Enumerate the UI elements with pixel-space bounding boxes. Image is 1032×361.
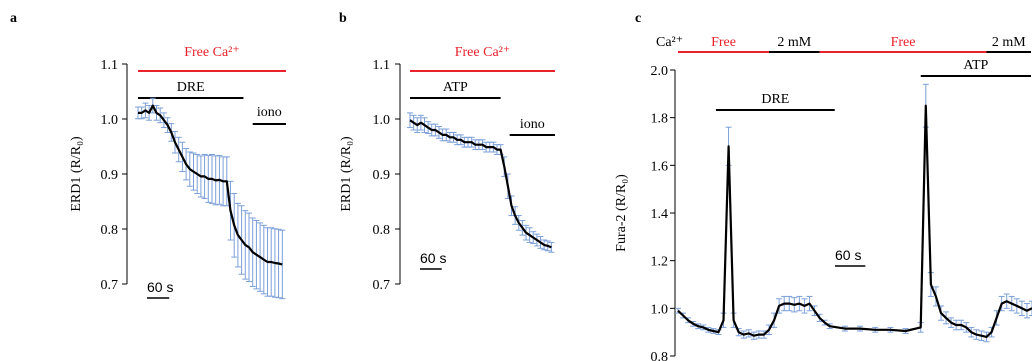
y-tick-label: 0.8 [373, 223, 391, 238]
y-tick-label: 1.4 [651, 207, 669, 222]
data-points [409, 120, 552, 248]
condition-label: DRE [761, 92, 789, 107]
y-tick-label: 0.7 [101, 278, 119, 293]
condition-label: Free Ca²⁺ [184, 45, 240, 60]
condition-label: Free [891, 35, 916, 50]
data-points [677, 105, 1032, 337]
error-bars [135, 97, 286, 300]
y-tick-label: 2.0 [651, 64, 669, 79]
panel-letter: a [10, 11, 17, 26]
y-tick-label: 1.0 [101, 113, 119, 128]
ca-label: Ca²⁺ [656, 35, 683, 50]
panel-letter: c [635, 11, 641, 26]
data-points [137, 105, 283, 265]
y-tick-label: 1.1 [373, 58, 391, 73]
y-tick-label: 0.8 [101, 223, 119, 238]
error-bars [407, 112, 555, 253]
y-tick-label: 1.0 [373, 113, 391, 128]
condition-label: DRE [177, 80, 205, 95]
series-line [677, 104, 1032, 338]
condition-label: 2 mM [777, 35, 811, 50]
condition-label: ATP [443, 80, 468, 95]
condition-label: Free Ca²⁺ [455, 45, 511, 60]
y-axis-label: ERD1 (R/R₀) [69, 136, 84, 212]
panel-c: c 0.8 1.0 1.2 1.4 1.6 1.8 2.0 Fura-2 (R/R₀) Free 2… [614, 11, 1032, 361]
y-tick-label: 1.8 [651, 112, 669, 127]
scale-bar-label: 60 s [147, 279, 173, 295]
condition-label: Free [711, 35, 736, 50]
series-line [409, 119, 552, 249]
y-tick-label: 0.7 [373, 278, 391, 293]
y-axis-label: ERD1 (R/R₀) [339, 136, 354, 212]
scale-bar-label: 60 s [835, 247, 861, 263]
panel-a: a 0.7 0.8 0.9 1.0 1.1 ERD1 (R/R₀) Free Ca²⁺ DRE i… [10, 11, 286, 300]
y-tick-label: 1.1 [101, 58, 119, 73]
condition-label: iono [257, 105, 282, 120]
y-tick-label: 1.0 [651, 302, 669, 317]
series-line [138, 104, 283, 266]
error-bars [675, 83, 1032, 343]
y-tick-label: 0.9 [373, 168, 391, 183]
y-tick-label: 1.2 [651, 255, 669, 270]
y-tick-label: 1.6 [651, 159, 669, 174]
y-axis-label: Fura-2 (R/R₀) [614, 174, 629, 252]
panel-b: b 0.7 0.8 0.9 1.0 1.1 ERD1 (R/R₀) Free Ca²⁺ ATP i… [339, 11, 555, 293]
y-tick-label: 0.8 [651, 350, 669, 361]
scale-bar-label: 60 s [420, 250, 446, 266]
y-tick-label: 0.9 [101, 168, 119, 183]
condition-label: 2 mM [992, 35, 1026, 50]
condition-label: iono [520, 117, 545, 132]
panel-letter: b [339, 11, 347, 26]
condition-label: ATP [963, 58, 988, 73]
